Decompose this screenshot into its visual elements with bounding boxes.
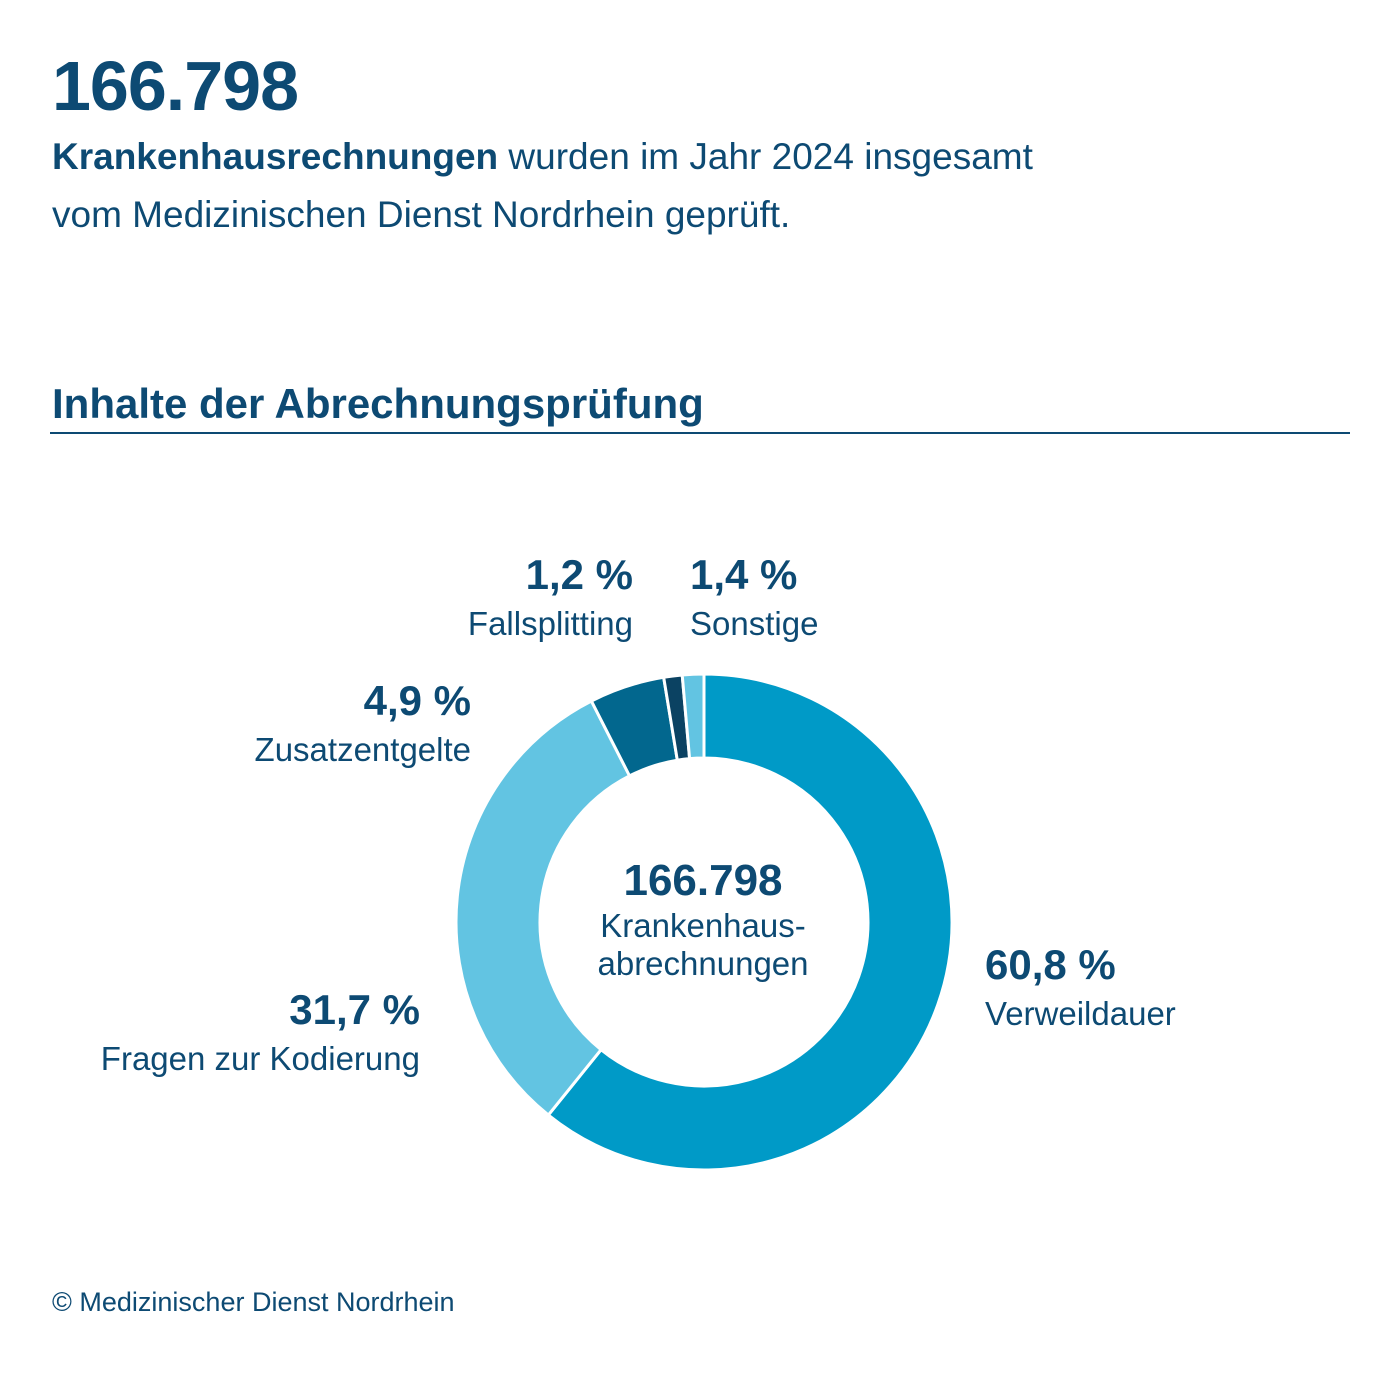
- donut-center-line2: abrechnungen: [597, 945, 809, 982]
- slice-label-sonstige: 1,4 % Sonstige: [690, 550, 818, 648]
- intro-bold: Krankenhausrechnungen: [52, 136, 499, 177]
- data-label: 1,4 %: [690, 551, 798, 598]
- intro-text: Krankenhausrechnungen wurden im Jahr 202…: [52, 128, 1252, 244]
- category-label: Zusatzentgelte: [254, 731, 471, 768]
- data-label: 4,9 %: [363, 677, 471, 724]
- slice-label-kodierung: 31,7 % Fragen zur Kodierung: [101, 985, 420, 1083]
- category-label: Fragen zur Kodierung: [100, 1040, 420, 1077]
- data-label: 60,8 %: [985, 941, 1116, 988]
- donut-center-value: 166.798: [623, 856, 783, 905]
- donut-slice-sonstige: [680, 672, 706, 761]
- copyright-notice: © Medizinischer Dienst Nordrhein: [52, 1287, 455, 1317]
- donut-slice-verweildauer: [546, 672, 954, 1172]
- data-label: 1,2 %: [525, 551, 633, 598]
- intro-line1-rest: wurden im Jahr 2024 insgesamt: [498, 136, 1033, 177]
- intro-line2: vom Medizinischen Dienst Nordrhein geprü…: [52, 194, 791, 235]
- donut-center-label: 166.798 Krankenhaus- abrechnungen: [553, 855, 853, 983]
- category-label: Fallsplitting: [467, 605, 633, 642]
- headline-total: 166.798: [52, 47, 299, 125]
- donut-center-line1: Krankenhaus-: [600, 907, 806, 944]
- donut-slice-fragen-zur-kodierung: [454, 699, 632, 1118]
- section-divider: [50, 432, 1350, 434]
- slice-label-fallsplitting: 1,2 % Fallsplitting: [468, 550, 633, 648]
- slice-label-zusatzentgelte: 4,9 % Zusatzentgelte: [255, 676, 471, 774]
- slice-label-verweildauer: 60,8 % Verweildauer: [985, 940, 1176, 1038]
- category-label: Sonstige: [690, 605, 819, 642]
- section-title: Inhalte der Abrechnungsprüfung: [52, 380, 704, 427]
- category-label: Verweildauer: [985, 995, 1176, 1032]
- data-label: 31,7 %: [289, 986, 420, 1033]
